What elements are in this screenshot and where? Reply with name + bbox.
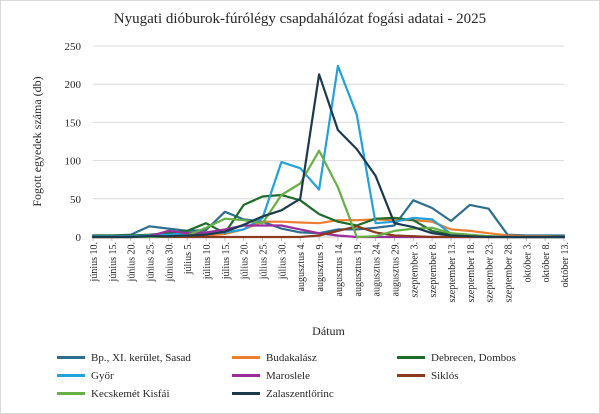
x-tick-label: július 25. <box>259 242 270 280</box>
legend-item: Budakalász <box>232 350 397 365</box>
series-line-8 <box>91 73 566 239</box>
x-tick-label: június 15. <box>108 242 119 282</box>
x-axis-label: Dátum <box>312 324 345 338</box>
x-tick-label: július 10. <box>202 242 213 280</box>
y-tick-label: 50 <box>70 194 82 206</box>
legend-item: Kecskemét Kisfái <box>57 386 232 401</box>
x-tick-label: szeptember 8. <box>428 242 439 298</box>
legend-swatch <box>232 374 260 377</box>
x-tick-label: augusztus 29. <box>390 242 401 296</box>
legend-label: Debrecen, Dombos <box>431 351 516 364</box>
legend-item: Bp., XI. kerület, Sasad <box>57 350 232 365</box>
x-tick-label: október 3. <box>522 242 533 283</box>
x-tick-label: augusztus 4. <box>296 242 307 291</box>
chart-title: Nyugati dióburok-fúrólégy csapdahálózat … <box>113 11 487 27</box>
y-tick-label: 0 <box>76 232 82 244</box>
x-tick-label: október 13. <box>560 242 571 288</box>
legend-item: Siklós <box>397 368 597 383</box>
y-tick-label: 250 <box>65 41 82 53</box>
x-tick-label: július 20. <box>240 242 251 280</box>
y-tick-label: 100 <box>65 156 82 168</box>
chart-legend: Bp., XI. kerület, Sasad Budakalász Debrece… <box>57 350 597 401</box>
x-tick-label: szeptember 23. <box>485 242 496 303</box>
x-tick-label: október 8. <box>541 242 552 283</box>
x-tick-label: július 5. <box>183 242 194 275</box>
legend-swatch <box>397 356 425 359</box>
y-tick-label: 150 <box>65 117 82 129</box>
legend-label: Maroslele <box>266 369 310 382</box>
x-tick-label: szeptember 3. <box>409 242 420 298</box>
x-tick-label: szeptember 28. <box>503 242 514 303</box>
legend-swatch <box>232 356 260 359</box>
x-tick-label: június 30. <box>164 242 175 282</box>
legend-swatch <box>57 374 85 377</box>
x-tick-label: június 20. <box>127 242 138 282</box>
x-tick-label: szeptember 13. <box>447 242 458 303</box>
legend-swatch <box>232 392 260 395</box>
x-tick-label: augusztus 9. <box>315 242 326 291</box>
legend-swatch <box>397 374 425 377</box>
x-tick-label: szeptember 18. <box>466 242 477 303</box>
series-line-4 <box>91 64 566 239</box>
series-line-1 <box>91 199 566 237</box>
series-line-7 <box>91 149 566 239</box>
x-tick-label: augusztus 19. <box>353 242 364 296</box>
x-tick-label: június 10. <box>89 242 100 282</box>
y-tick-label: 200 <box>65 79 82 91</box>
x-tick-label: július 15. <box>221 242 232 280</box>
legend-swatch <box>57 392 85 395</box>
legend-item: Zalaszentlőrinc <box>232 386 397 401</box>
legend-label: Zalaszentlőrinc <box>266 387 334 400</box>
x-tick-label: június 25. <box>146 242 157 282</box>
legend-label: Budakalász <box>266 351 317 364</box>
legend-label: Győr <box>91 369 114 382</box>
x-tick-label: augusztus 14. <box>334 242 345 296</box>
legend-item: Debrecen, Dombos <box>397 350 597 365</box>
legend-label: Kecskemét Kisfái <box>91 387 170 400</box>
x-tick-label: július 30. <box>277 242 288 280</box>
y-axis-label: Fogott egyedek száma (db) <box>30 76 44 206</box>
x-tick-label: augusztus 24. <box>372 242 383 296</box>
legend-label: Siklós <box>431 369 459 382</box>
legend-item: Győr <box>57 368 232 383</box>
legend-swatch <box>57 356 85 359</box>
legend-item: Maroslele <box>232 368 397 383</box>
legend-label: Bp., XI. kerület, Sasad <box>91 351 191 364</box>
